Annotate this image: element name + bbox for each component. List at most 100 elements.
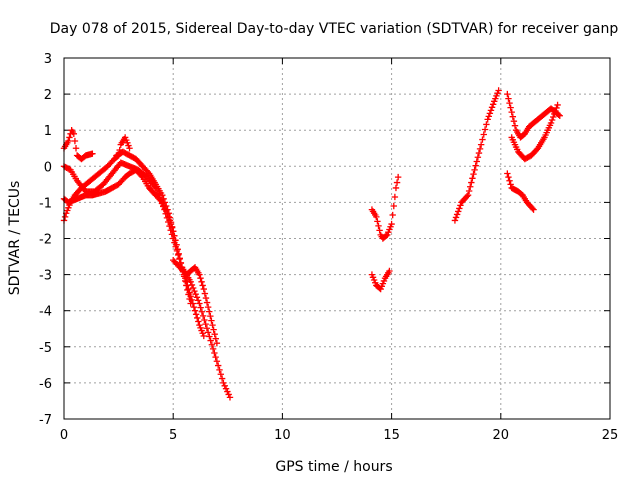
data-point: [198, 308, 206, 315]
data-point: [189, 284, 197, 292]
data-point: [373, 213, 380, 221]
data-point: [176, 255, 183, 262]
x-tick-label: 25: [602, 428, 619, 443]
data-point: [159, 191, 166, 199]
data-point: [456, 205, 463, 212]
data-point: [555, 111, 562, 119]
data-point: [225, 391, 232, 398]
data-point: [547, 119, 555, 127]
data-point: [65, 137, 72, 145]
data-point: [184, 282, 191, 289]
data-point: [171, 232, 178, 239]
y-tick-label: 3: [44, 52, 52, 67]
data-point: [188, 296, 195, 304]
data-point: [507, 104, 514, 111]
data-point: [163, 202, 170, 210]
series-trace-h: [368, 267, 393, 293]
data-point: [453, 211, 461, 218]
series-trace-j: [504, 90, 563, 141]
series-trace-k: [508, 101, 561, 163]
data-point: [173, 241, 180, 249]
data-point: [550, 113, 557, 121]
data-point: [552, 107, 559, 115]
y-tick-label: 1: [44, 124, 52, 139]
data-point: [508, 108, 515, 116]
data-point: [213, 339, 221, 347]
y-tick-label: -6: [39, 377, 52, 392]
data-point: [211, 330, 218, 338]
data-point: [506, 177, 513, 184]
data-point: [198, 278, 205, 286]
data-point: [208, 317, 215, 324]
data-point: [194, 297, 202, 304]
data-point: [529, 205, 536, 212]
data-point: [483, 121, 490, 128]
data-point: [477, 141, 485, 148]
data-point: [391, 193, 399, 201]
y-tick-label: -7: [39, 413, 52, 428]
data-point: [495, 87, 502, 94]
data-point: [376, 227, 383, 234]
data-point: [71, 137, 79, 145]
data-point: [203, 299, 211, 306]
y-tick-label: -3: [39, 269, 52, 284]
data-point: [509, 113, 517, 120]
data-point: [161, 199, 169, 206]
series-trace-b: [60, 134, 133, 224]
data-point: [220, 379, 227, 387]
data-point: [553, 104, 560, 112]
data-point: [201, 290, 209, 297]
data-point: [485, 113, 492, 120]
data-point: [476, 145, 484, 153]
x-tick-label: 10: [274, 428, 291, 443]
data-point: [468, 179, 475, 186]
data-point: [504, 90, 511, 98]
data-point: [201, 316, 208, 324]
data-point: [465, 187, 473, 195]
x-axis-label: GPS time / hours: [275, 459, 392, 475]
y-tick-label: -1: [39, 196, 52, 211]
data-point: [126, 145, 133, 152]
series-trace-i: [451, 87, 502, 224]
data-point: [474, 154, 482, 161]
data-points: [60, 87, 563, 401]
data-point: [196, 300, 203, 307]
data-point: [208, 341, 216, 348]
data-point: [210, 326, 217, 333]
data-point: [469, 175, 476, 182]
data-point: [457, 202, 464, 209]
data-point: [464, 191, 472, 199]
data-point: [72, 145, 80, 152]
data-point: [375, 222, 382, 230]
data-point: [194, 314, 201, 322]
data-point: [168, 223, 176, 230]
data-point: [206, 308, 213, 315]
data-point: [164, 206, 171, 213]
data-point: [224, 388, 231, 395]
series-trace-a: [60, 127, 96, 163]
data-point: [507, 181, 514, 188]
data-point: [218, 375, 226, 382]
data-point: [488, 104, 496, 111]
series-trace-f: [170, 256, 221, 347]
data-point: [170, 228, 177, 235]
data-point: [548, 116, 556, 124]
data-point: [505, 173, 512, 181]
data-point: [89, 150, 96, 157]
data-point: [193, 294, 201, 301]
data-point: [216, 366, 223, 374]
data-point: [556, 112, 563, 119]
data-point: [61, 213, 69, 221]
data-point: [197, 304, 204, 311]
data-point: [475, 149, 483, 157]
data-point: [187, 293, 194, 300]
data-point: [211, 349, 218, 357]
data-point: [166, 214, 174, 221]
y-tick-label: -2: [39, 233, 52, 248]
grid: [64, 58, 610, 419]
series-trace-l: [504, 170, 537, 213]
data-point: [172, 237, 179, 244]
data-point: [487, 107, 495, 114]
data-point: [221, 382, 228, 389]
